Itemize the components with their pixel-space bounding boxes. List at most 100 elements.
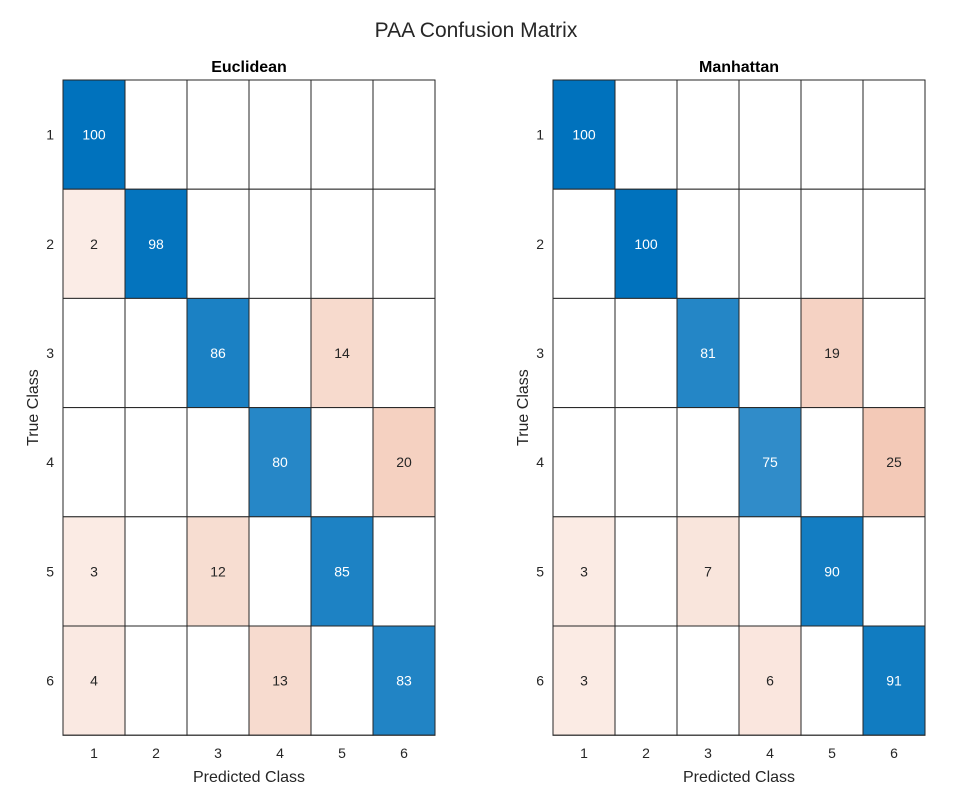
matrix-cell bbox=[614, 625, 678, 736]
matrix-cell bbox=[676, 407, 740, 518]
x-tick-label: 5 bbox=[338, 745, 346, 761]
cell-value-label: 20 bbox=[396, 454, 412, 470]
matrix-cell bbox=[372, 79, 436, 190]
matrix-cell bbox=[800, 297, 864, 409]
matrix-cell bbox=[738, 297, 802, 409]
matrix-cell bbox=[800, 516, 864, 627]
y-tick-label: 1 bbox=[46, 127, 54, 143]
x-tick-label: 6 bbox=[400, 745, 408, 761]
matrix-cell bbox=[372, 297, 436, 409]
manhattan-panel: 100 100 81 19 75 25 3 7 90 3 6 91 Manhattan 1 2 3 4 5 6 1 2 3… bbox=[515, 59, 926, 786]
panel-title: Manhattan bbox=[699, 59, 779, 76]
matrix-cell bbox=[676, 188, 740, 299]
panel-title: Euclidean bbox=[211, 59, 287, 76]
cell-value-label: 13 bbox=[272, 673, 288, 689]
y-tick-label: 5 bbox=[536, 563, 544, 579]
matrix-cell bbox=[248, 625, 312, 736]
cell-value-label: 12 bbox=[210, 563, 226, 579]
matrix-cell bbox=[738, 188, 802, 299]
matrix-cell bbox=[614, 407, 678, 518]
matrix-cell bbox=[800, 188, 864, 299]
matrix-cell bbox=[310, 625, 374, 736]
matrix-cell bbox=[248, 407, 312, 518]
cell-value-label: 6 bbox=[766, 673, 774, 689]
matrix-cell bbox=[310, 188, 374, 299]
matrix-cell bbox=[124, 407, 188, 518]
y-tick-label: 2 bbox=[46, 236, 54, 252]
matrix-cell bbox=[738, 79, 802, 190]
matrix-cell bbox=[676, 79, 740, 190]
cell-value-label: 85 bbox=[334, 563, 350, 579]
matrix-cell bbox=[310, 79, 374, 190]
matrix-cell bbox=[614, 79, 678, 190]
y-tick-label: 3 bbox=[536, 345, 544, 361]
matrix-cell bbox=[552, 188, 616, 299]
matrix-cell bbox=[186, 297, 250, 409]
x-axis-label: Predicted Class bbox=[193, 769, 305, 786]
y-axis-label: True Class bbox=[515, 369, 532, 446]
cell-value-label: 98 bbox=[148, 236, 164, 252]
matrix-cell bbox=[248, 516, 312, 627]
matrix-cell bbox=[738, 516, 802, 627]
matrix-cell bbox=[614, 516, 678, 627]
matrix-cell bbox=[552, 407, 616, 518]
matrix-cell bbox=[862, 79, 926, 190]
x-tick-label: 1 bbox=[580, 745, 588, 761]
cell-value-label: 81 bbox=[700, 345, 716, 361]
matrix-cell bbox=[738, 407, 802, 518]
y-tick-label: 6 bbox=[536, 673, 544, 689]
x-tick-label: 2 bbox=[642, 745, 650, 761]
matrix-cell bbox=[800, 407, 864, 518]
cell-value-label: 2 bbox=[90, 236, 98, 252]
matrix-cell bbox=[124, 625, 188, 736]
y-tick-label: 2 bbox=[536, 236, 544, 252]
x-tick-label: 4 bbox=[276, 745, 284, 761]
y-axis-label: True Class bbox=[25, 369, 42, 446]
cell-value-label: 100 bbox=[572, 127, 596, 143]
cell-value-label: 14 bbox=[334, 345, 350, 361]
matrix-cell bbox=[862, 188, 926, 299]
matrix-cell bbox=[614, 188, 678, 299]
matrix-cell bbox=[248, 79, 312, 190]
figure-title: PAA Confusion Matrix bbox=[375, 19, 578, 42]
cell-value-label: 3 bbox=[90, 563, 98, 579]
matrix-cell bbox=[248, 188, 312, 299]
cell-value-label: 25 bbox=[886, 454, 902, 470]
x-tick-label: 2 bbox=[152, 745, 160, 761]
y-tick-label: 5 bbox=[46, 563, 54, 579]
x-tick-label: 3 bbox=[214, 745, 222, 761]
matrix-cell bbox=[186, 79, 250, 190]
x-axis-label: Predicted Class bbox=[683, 769, 795, 786]
matrix-frame bbox=[552, 79, 926, 736]
matrix-cell bbox=[248, 297, 312, 409]
matrix-cell bbox=[310, 516, 374, 627]
y-tick-label: 3 bbox=[46, 345, 54, 361]
x-tick-label: 4 bbox=[766, 745, 774, 761]
cell-value-label: 7 bbox=[704, 563, 712, 579]
cell-value-label: 80 bbox=[272, 454, 288, 470]
matrix-cell bbox=[62, 297, 126, 409]
matrix-cell bbox=[310, 407, 374, 518]
cell-value-label: 19 bbox=[824, 345, 840, 361]
matrix-cell bbox=[124, 297, 188, 409]
cell-value-label: 3 bbox=[580, 563, 588, 579]
cell-value-label: 3 bbox=[580, 673, 588, 689]
matrix-cell bbox=[310, 297, 374, 409]
matrix-frame bbox=[62, 79, 436, 736]
matrix-cell bbox=[862, 297, 926, 409]
matrix-cell bbox=[862, 516, 926, 627]
matrix-cell bbox=[552, 79, 616, 190]
y-tick-label: 1 bbox=[536, 127, 544, 143]
matrix-cell bbox=[552, 625, 616, 736]
cell-value-label: 90 bbox=[824, 563, 840, 579]
matrix-cell bbox=[186, 625, 250, 736]
cell-value-label: 86 bbox=[210, 345, 226, 361]
matrix-cell bbox=[800, 625, 864, 736]
matrix-cell bbox=[552, 516, 616, 627]
y-tick-label: 4 bbox=[536, 454, 544, 470]
matrix-cell bbox=[800, 79, 864, 190]
matrix-cell bbox=[676, 297, 740, 409]
matrix-cell bbox=[372, 625, 436, 736]
